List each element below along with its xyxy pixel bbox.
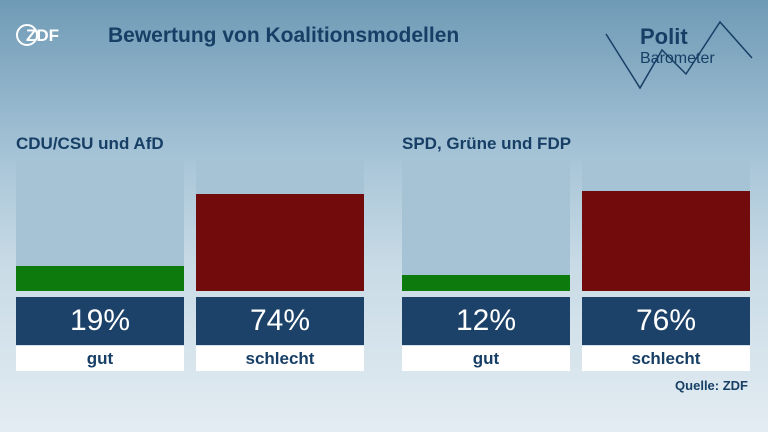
bar-group-1-gut — [16, 266, 184, 291]
bar-group-2-gut — [402, 275, 570, 291]
value-label-group-1-gut: 19% — [16, 297, 184, 345]
group-title-2: SPD, Grüne und FDP — [402, 134, 572, 153]
bar-group-2-schlecht — [582, 191, 750, 291]
zdf-logo: ZDF — [16, 24, 80, 50]
bar-panel-group-1-schlecht — [196, 160, 364, 291]
category-label-group-2-schlecht: schlecht — [582, 346, 750, 371]
zdf-logo-ring-icon — [16, 24, 38, 46]
brand-line-barometer: Barometer — [640, 50, 715, 67]
value-label-group-1-schlecht: 74% — [196, 297, 364, 345]
category-label-group-1-schlecht: schlecht — [196, 346, 364, 371]
politbarometer-zigzag-icon — [605, 20, 753, 90]
source-note: Quelle: ZDF — [675, 378, 748, 393]
zdf-logo-text: ZDF — [26, 26, 60, 45]
bar-panel-group-1-gut — [16, 160, 184, 291]
category-label-group-1-gut: gut — [16, 346, 184, 371]
politbarometer-logo: Polit Barometer — [604, 12, 754, 94]
brand-line-polit: Polit — [640, 24, 688, 49]
group-title-1: CDU/CSU und AfD — [16, 134, 164, 153]
chart-title: Bewertung von Koalitionsmodellen — [108, 24, 460, 47]
category-label-group-2-gut: gut — [402, 346, 570, 371]
bar-panel-group-2-schlecht — [582, 160, 750, 291]
value-label-group-2-schlecht: 76% — [582, 297, 750, 345]
bar-group-1-schlecht — [196, 194, 364, 291]
value-label-group-2-gut: 12% — [402, 297, 570, 345]
bar-panel-group-2-gut — [402, 160, 570, 291]
